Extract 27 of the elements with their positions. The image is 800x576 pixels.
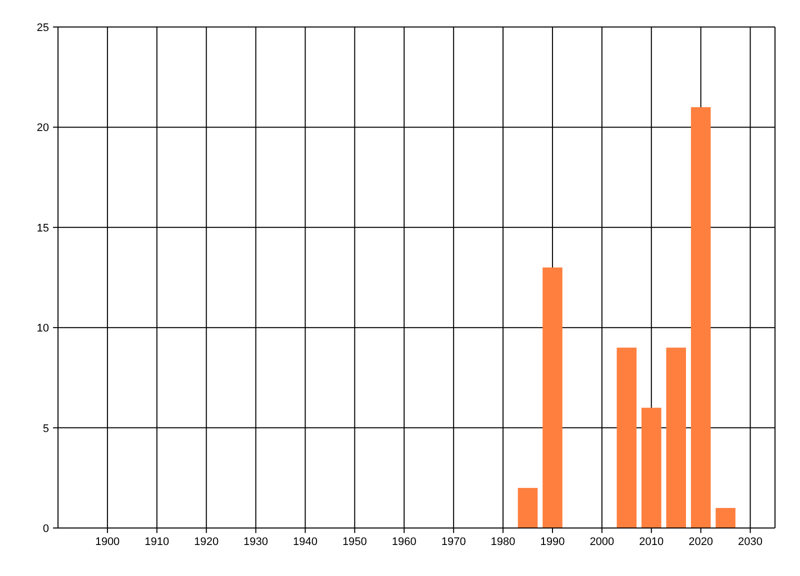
x-tick-label: 2030 [738,536,763,548]
x-tick-label: 1930 [244,536,268,548]
y-tick-label: 5 [42,422,49,435]
x-tick-label: 1980 [490,536,516,548]
bar [690,107,711,528]
y-tick-label: 20 [36,122,49,134]
x-tick-label: 1910 [144,536,170,548]
x-tick-label: 1960 [392,536,416,548]
bar [666,348,686,528]
bar [641,408,662,528]
y-tick-label: 0 [42,523,49,535]
x-tick-label: 2010 [639,536,664,548]
x-tick-label: 2020 [688,536,714,548]
x-tick-label: 2000 [590,536,614,548]
x-tick-label: 1990 [540,536,565,548]
y-tick-label: 15 [36,222,49,234]
y-tick-label: 25 [36,22,49,34]
bar [518,488,538,528]
x-tick-label: 1970 [441,536,466,548]
x-tick-label: 1900 [95,536,120,548]
bar [542,267,562,528]
x-tick-label: 1940 [293,536,318,548]
bar [616,348,637,528]
x-tick-label: 1920 [194,536,219,548]
bar [716,508,736,528]
y-tick-label: 10 [36,322,49,335]
x-tick-label: 1950 [342,536,367,548]
